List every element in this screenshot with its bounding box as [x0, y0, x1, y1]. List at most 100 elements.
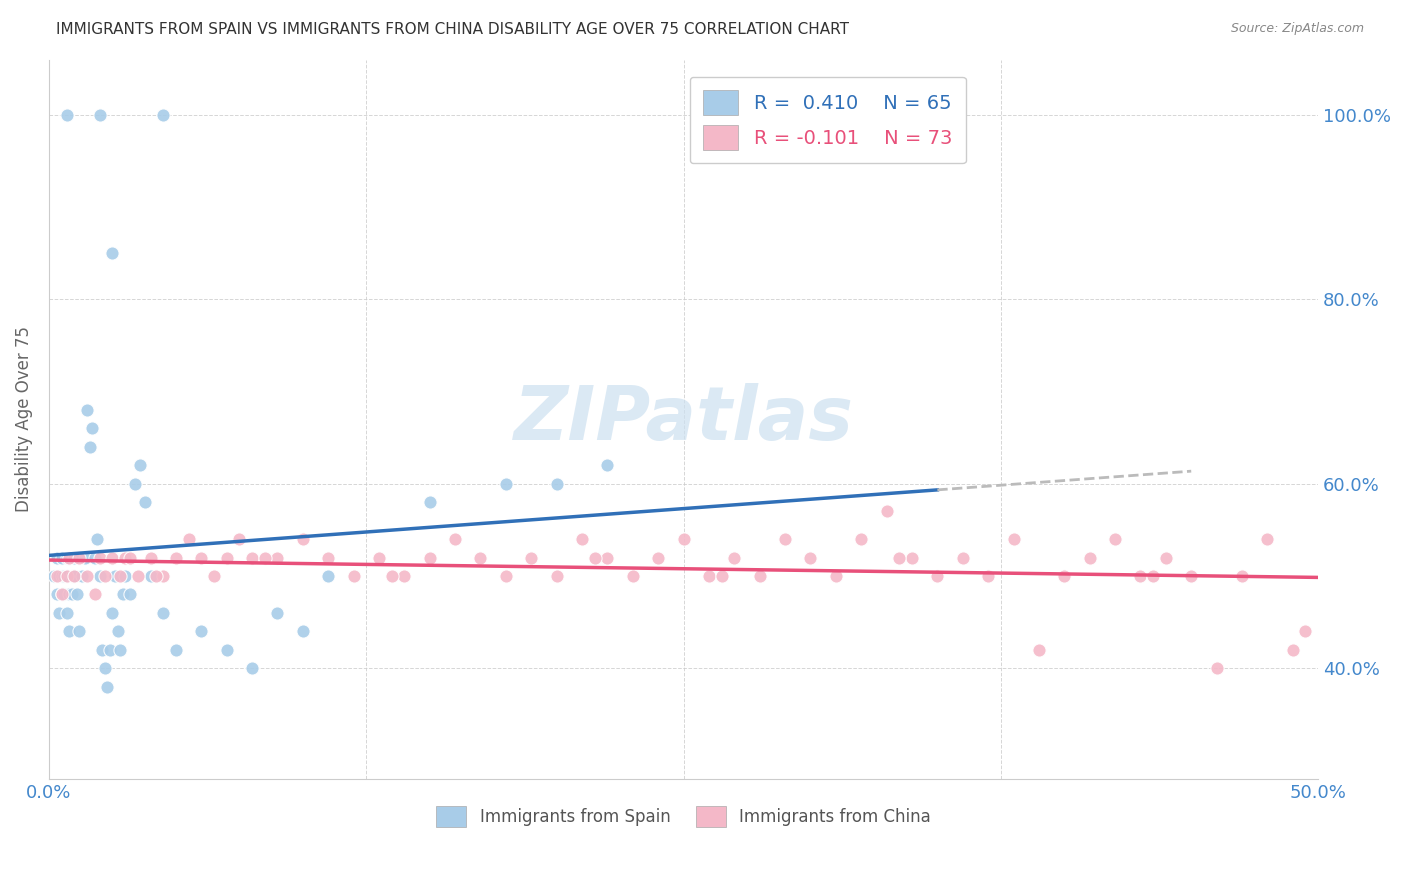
Point — [60, 587, 83, 601]
Point — [901, 550, 924, 565]
Point — [86, 532, 108, 546]
Point — [583, 550, 606, 565]
Point — [799, 550, 821, 565]
Point — [495, 569, 517, 583]
Point — [55, 108, 77, 122]
Point — [1180, 569, 1202, 583]
Point — [89, 550, 111, 565]
Point — [101, 606, 124, 620]
Point — [67, 550, 90, 565]
Point — [672, 532, 695, 546]
Point — [98, 642, 121, 657]
Point — [53, 569, 76, 583]
Point — [419, 550, 441, 565]
Point — [977, 569, 1000, 583]
Point — [76, 403, 98, 417]
Point — [1154, 550, 1177, 565]
Point — [139, 569, 162, 583]
Point — [145, 569, 167, 583]
Point — [129, 458, 152, 473]
Point — [190, 624, 212, 639]
Point — [723, 550, 745, 565]
Y-axis label: Disability Age Over 75: Disability Age Over 75 — [15, 326, 32, 512]
Point — [94, 569, 117, 583]
Point — [124, 476, 146, 491]
Point — [94, 661, 117, 675]
Point — [55, 569, 77, 583]
Point — [45, 587, 67, 601]
Point — [876, 504, 898, 518]
Point — [152, 108, 174, 122]
Point — [58, 550, 80, 565]
Point — [58, 624, 80, 639]
Point — [134, 495, 156, 509]
Point — [89, 108, 111, 122]
Point — [48, 569, 70, 583]
Point — [266, 550, 288, 565]
Point — [228, 532, 250, 546]
Point — [1104, 532, 1126, 546]
Point — [82, 421, 104, 435]
Point — [63, 569, 86, 583]
Point — [58, 550, 80, 565]
Point — [1053, 569, 1076, 583]
Point — [107, 624, 129, 639]
Point — [824, 569, 846, 583]
Point — [58, 587, 80, 601]
Point — [394, 569, 416, 583]
Point — [596, 458, 619, 473]
Point — [48, 606, 70, 620]
Point — [89, 569, 111, 583]
Point — [952, 550, 974, 565]
Point — [697, 569, 720, 583]
Point — [152, 569, 174, 583]
Point — [120, 587, 142, 601]
Point — [927, 569, 949, 583]
Point — [889, 550, 911, 565]
Point — [316, 550, 339, 565]
Point — [66, 587, 89, 601]
Point — [1230, 569, 1253, 583]
Point — [190, 550, 212, 565]
Point — [444, 532, 467, 546]
Point — [240, 661, 263, 675]
Text: Source: ZipAtlas.com: Source: ZipAtlas.com — [1230, 22, 1364, 36]
Point — [114, 550, 136, 565]
Point — [76, 569, 98, 583]
Text: IMMIGRANTS FROM SPAIN VS IMMIGRANTS FROM CHINA DISABILITY AGE OVER 75 CORRELATIO: IMMIGRANTS FROM SPAIN VS IMMIGRANTS FROM… — [56, 22, 849, 37]
Point — [152, 606, 174, 620]
Point — [165, 642, 187, 657]
Point — [215, 642, 238, 657]
Point — [101, 550, 124, 565]
Text: ZIPatlas: ZIPatlas — [513, 383, 853, 456]
Point — [91, 642, 114, 657]
Point — [571, 532, 593, 546]
Point — [596, 550, 619, 565]
Point — [748, 569, 770, 583]
Point — [120, 550, 142, 565]
Point — [1002, 532, 1025, 546]
Point — [104, 569, 127, 583]
Point — [291, 624, 314, 639]
Point — [495, 476, 517, 491]
Point — [1028, 642, 1050, 657]
Point — [79, 440, 101, 454]
Point — [83, 587, 105, 601]
Point — [42, 569, 65, 583]
Point — [114, 569, 136, 583]
Point — [470, 550, 492, 565]
Point — [342, 569, 364, 583]
Point — [381, 569, 404, 583]
Point — [63, 569, 86, 583]
Point — [96, 680, 118, 694]
Point — [419, 495, 441, 509]
Point — [51, 587, 73, 601]
Point — [1281, 642, 1303, 657]
Point — [520, 550, 543, 565]
Point — [177, 532, 200, 546]
Point — [215, 550, 238, 565]
Point — [546, 476, 568, 491]
Point — [60, 569, 83, 583]
Point — [1294, 624, 1316, 639]
Point — [45, 569, 67, 583]
